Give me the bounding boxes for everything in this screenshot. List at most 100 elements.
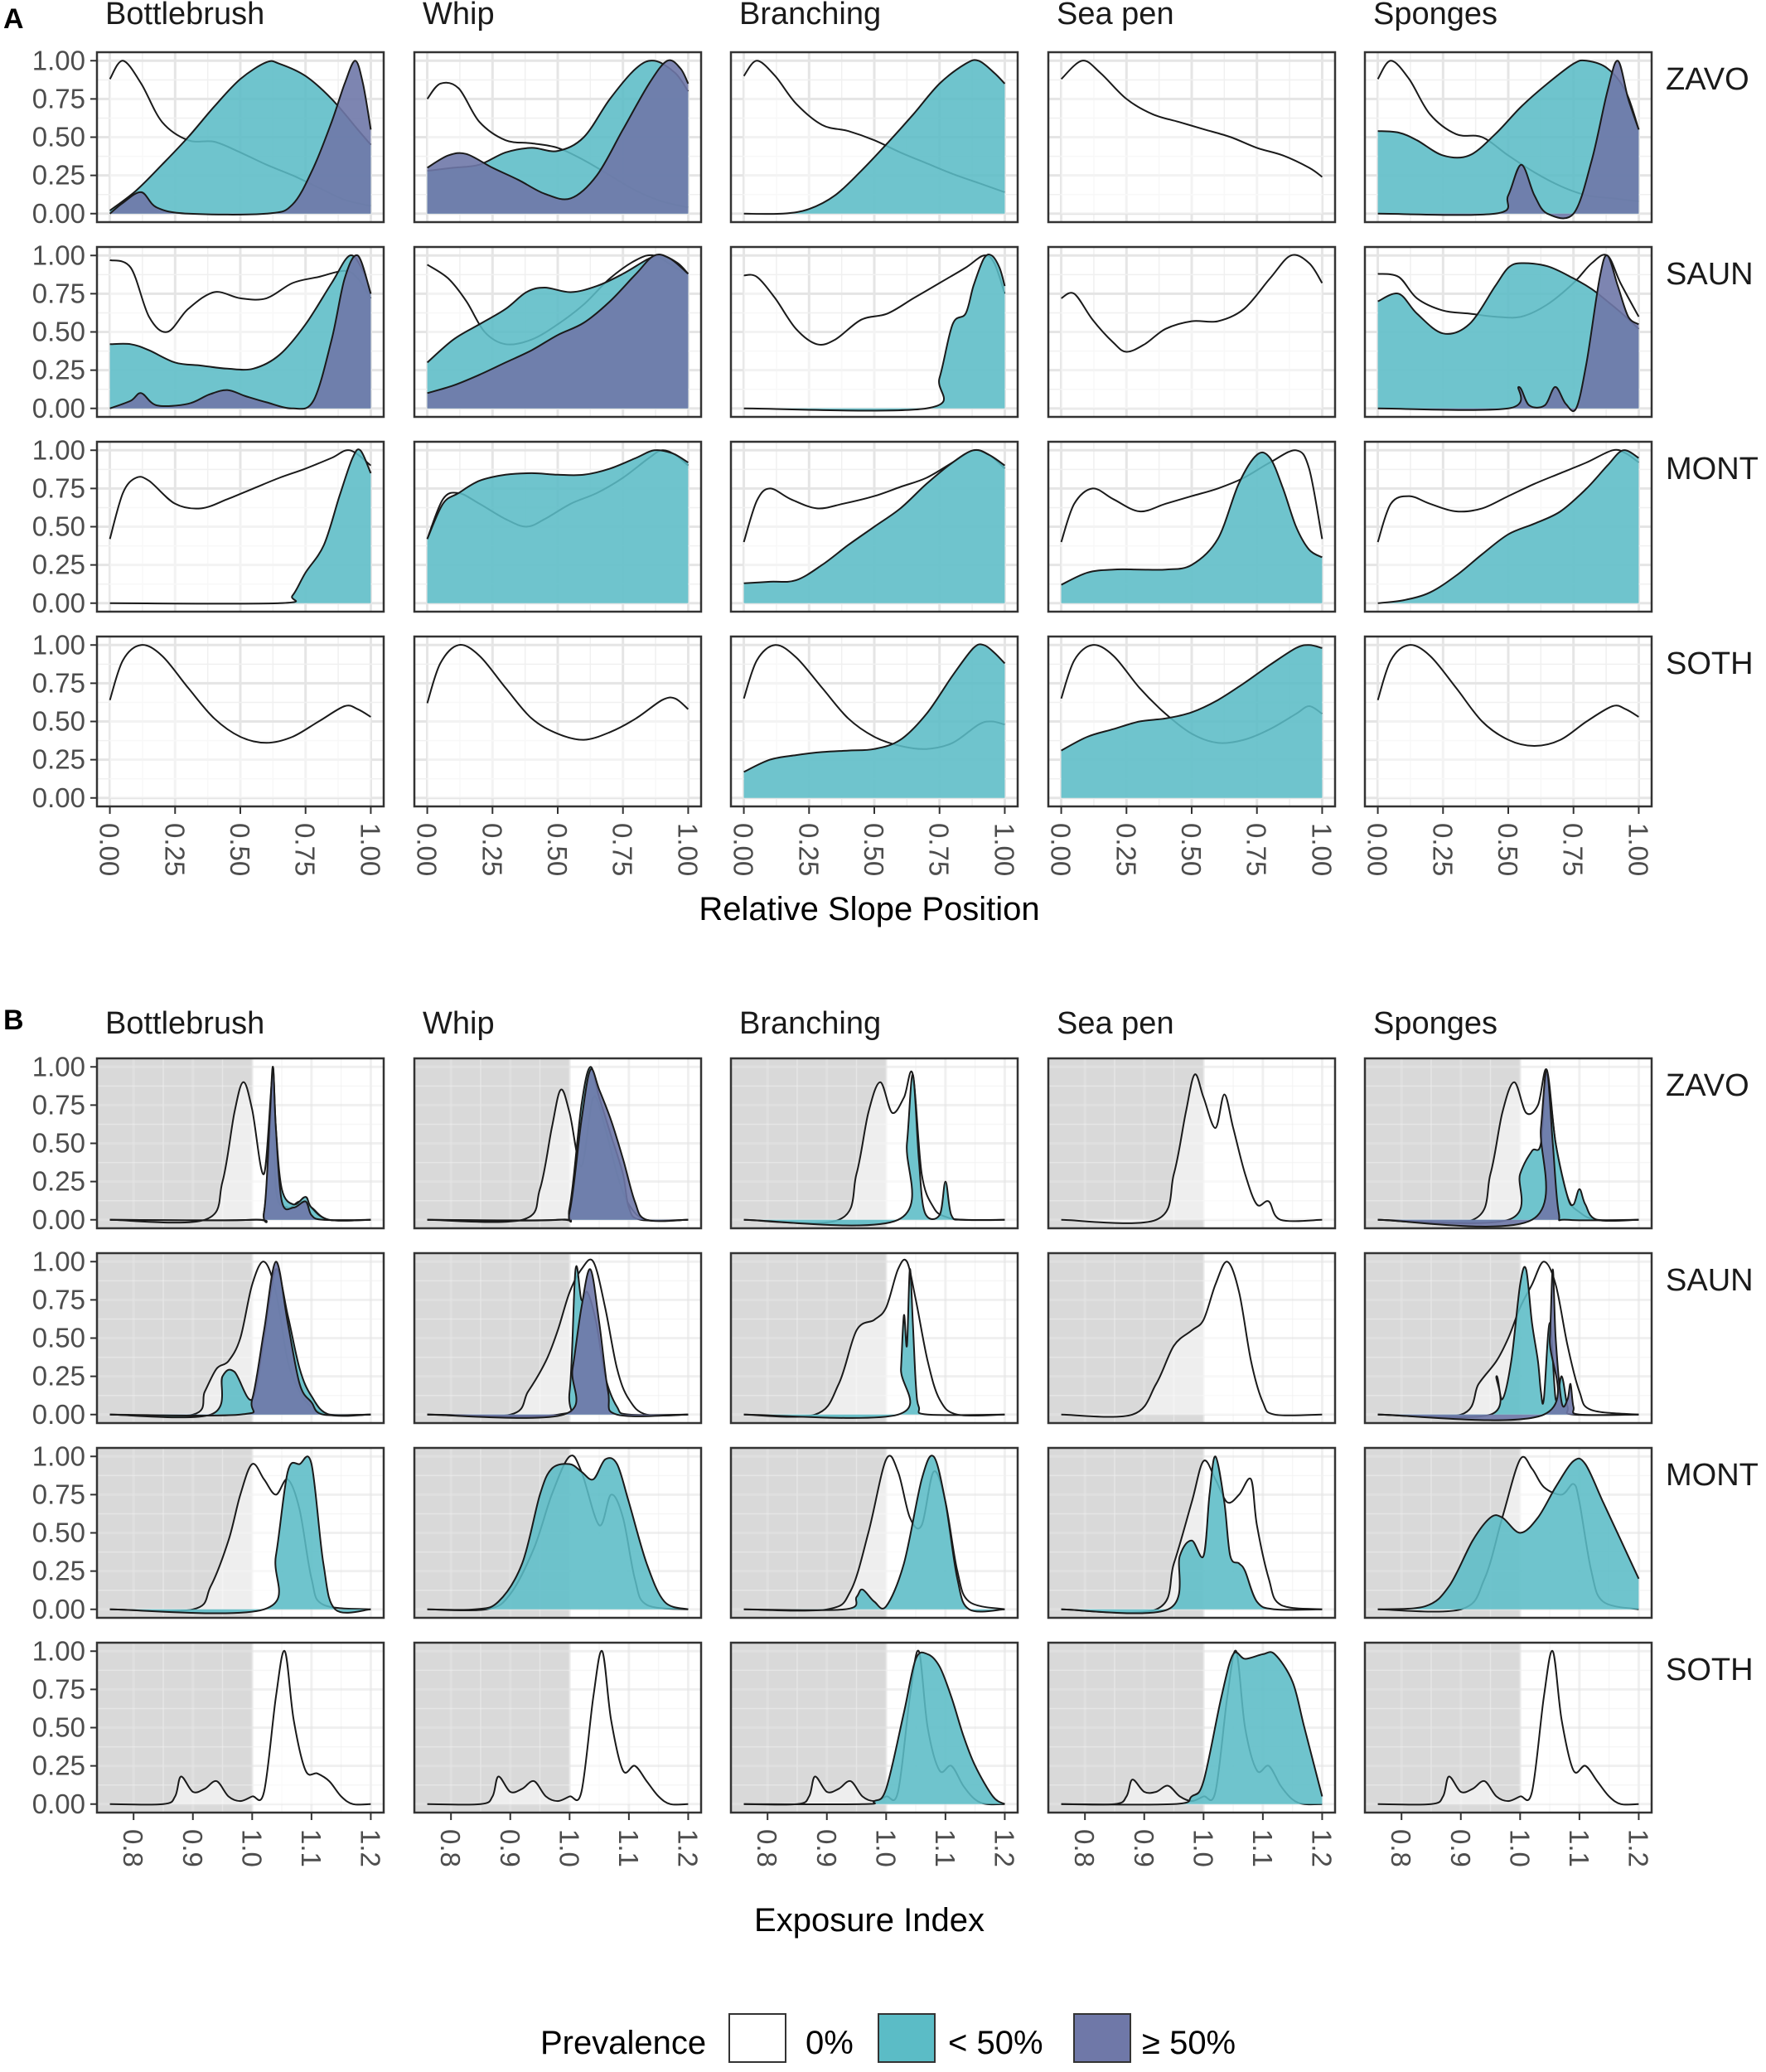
facet-frame [1363,1641,1653,1814]
strip-label-sea-pen: Sea pen [1057,1006,1174,1041]
density-line-zero [743,254,1006,346]
x-tick-label: 0.8 [1069,1829,1100,1867]
density-line-zero [743,1258,1005,1418]
y-tick-label: 1.00 [32,1246,85,1276]
density-area-ge50 [427,1068,689,1222]
density-area-ge50 [427,60,689,214]
legend-key-ge50 [1073,2013,1131,2063]
density-line-ge50 [109,1261,371,1417]
x-tick-label: 0.75 [1558,823,1589,876]
density-area-lt50 [1377,450,1639,603]
y-tick-label: 1.00 [32,434,85,465]
density-line-ge50 [109,60,372,215]
x-tick-label: 0.50 [542,823,573,876]
y-tick-label: 0.75 [32,472,85,503]
density-area-lt50 [109,61,371,214]
density-line-ge50 [109,254,372,410]
facet-branching-mont [729,440,1019,613]
facet-frame [729,51,1019,224]
density-line-lt50 [1061,451,1323,586]
density-line-zero [109,644,371,744]
facet-sea-pen-soth [1047,635,1337,808]
row-label-mont: MONT [1666,452,1759,487]
density-line-lt50 [743,643,1006,773]
y-tick-label: 0.50 [32,706,85,737]
x-tick-label: 0.9 [811,1829,842,1867]
facet-sponges-soth [1363,1641,1653,1814]
density-line-ge50 [109,1066,371,1223]
facet-frame [729,1446,1019,1619]
density-area-zero [427,645,689,798]
facet-branching-soth [729,1641,1019,1814]
facet-whip-zavo [413,51,703,224]
legend-label-ge50: ≥ 50% [1142,2025,1236,2061]
density-line-lt50 [1061,1455,1323,1615]
density-line-zero [1377,1650,1639,1806]
x-tick-label: 1.0 [236,1829,267,1867]
facet-sea-pen-saun [1047,1251,1337,1425]
density-line-lt50 [1377,1457,1640,1610]
density-line-zero [427,1258,689,1417]
strip-label-bottlebrush: Bottlebrush [105,0,264,31]
facet-whip-soth [413,635,703,808]
density-line-lt50 [743,1073,1005,1227]
legend-label-zero: 0% [806,2025,854,2061]
facet-sea-pen-zavo [1047,1057,1337,1230]
y-tick-label: 0.75 [32,278,85,308]
y-tick-label: 0.25 [32,1750,85,1781]
x-tick-label: 1.00 [989,823,1019,876]
y-tick-label: 1.00 [32,240,85,270]
y-tick-label: 0.75 [32,1673,85,1704]
density-line-zero [1061,1261,1323,1418]
density-area-lt50 [743,644,1005,798]
density-line-ge50 [1377,1268,1639,1421]
facet-frame [729,440,1019,613]
facet-frame [413,245,703,419]
facet-frame [1047,245,1337,419]
facet-frame [413,1251,703,1425]
x-tick-label: 1.00 [672,823,703,876]
legend: Prevalence 0% < 50% ≥ 50% [540,2013,1236,2063]
x-tick-label: 1.1 [1247,1829,1278,1867]
strip-label-sponges: Sponges [1373,1006,1497,1041]
density-line-lt50 [109,1455,371,1615]
y-tick-label: 0.75 [32,1089,85,1120]
facet-bottlebrush-zavo [95,51,385,224]
row-label-soth: SOTH [1666,1653,1754,1687]
y-tick-label: 0.75 [32,1479,85,1509]
facet-frame [95,440,385,613]
facet-bottlebrush-mont [95,1446,385,1619]
density-area-lt50 [1377,1458,1639,1610]
y-tick-label: 0.00 [32,588,85,618]
x-tick-label: 0.8 [435,1829,466,1867]
legend-key-zero [728,2013,786,2063]
row-label-saun: SAUN [1666,257,1754,292]
density-area-zero [1377,645,1639,798]
density-line-lt50 [1377,59,1640,159]
facet-frame [413,51,703,224]
facet-whip-zavo [413,1057,703,1230]
y-tick-label: 0.50 [32,1712,85,1743]
x-tick-label: 1.2 [672,1829,703,1867]
x-tick-label: 0.8 [752,1829,782,1867]
density-area-zero [109,645,371,798]
y-tick-label: 0.00 [32,782,85,813]
x-tick-label: 0.9 [1129,1829,1159,1867]
y-tick-label: 0.25 [32,355,85,385]
y-tick-label: 0.50 [32,1323,85,1353]
y-tick-label: 0.25 [32,1361,85,1392]
x-tick-label: 1.2 [989,1829,1019,1867]
density-line-lt50 [426,449,689,540]
density-line-ge50 [427,1067,689,1223]
facet-frame [1363,1446,1653,1619]
facet-whip-soth [413,1641,703,1814]
density-line-zero [1377,448,1639,543]
density-area-zero [109,1074,371,1223]
y-tick-label: 0.00 [32,1204,85,1235]
density-area-lt50 [1377,60,1639,214]
x-tick-label: 0.00 [94,823,125,876]
y-tick-label: 0.25 [32,1166,85,1197]
x-tick-label: 0.00 [1046,823,1077,876]
facet-bottlebrush-saun [95,1251,385,1425]
facet-frame [95,1251,385,1425]
